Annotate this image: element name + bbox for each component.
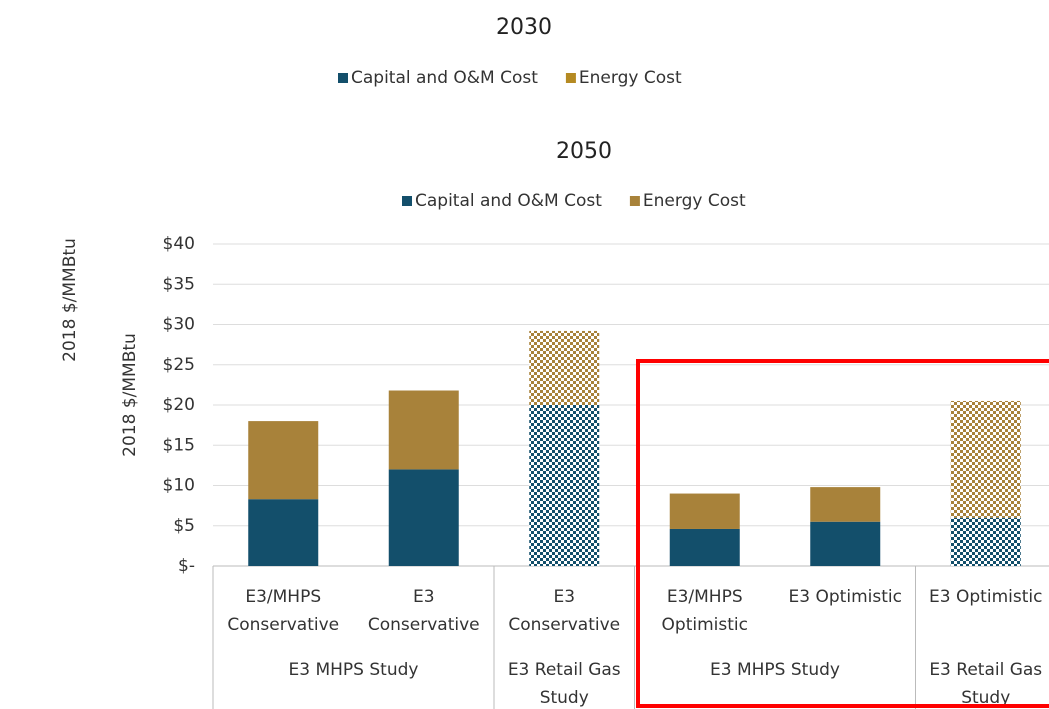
chart-title: 2030 [496, 15, 552, 40]
bar [248, 499, 319, 566]
y-tick-label: $10 [163, 476, 195, 496]
bar [669, 493, 740, 529]
group-label: E3 MHPS Study [710, 660, 840, 680]
legend-label: Energy Cost [643, 191, 746, 211]
bar [529, 405, 600, 566]
bar [950, 517, 1021, 566]
highlight-box [636, 359, 1049, 708]
legend-label: Energy Cost [579, 68, 682, 88]
legend-label: Capital and O&M Cost [415, 191, 602, 211]
bar [248, 421, 319, 500]
legend-label: Capital and O&M Cost [351, 68, 538, 88]
y-tick-label: $20 [163, 395, 195, 415]
legend-swatch [629, 196, 640, 206]
x-tick-label: E3 Conservative [508, 587, 620, 635]
y-axis-label: 2018 $/MMBtu [60, 238, 80, 362]
bar [388, 390, 459, 470]
y-tick-label: $40 [163, 234, 195, 254]
x-tick-label: E3/MHPS Optimistic [662, 587, 748, 635]
x-tick-label: E3 Optimistic [789, 587, 902, 607]
bar [388, 469, 459, 566]
x-tick-label: E3/MHPS Conservative [227, 587, 339, 635]
y-tick-label: $15 [163, 435, 195, 455]
legend-swatch [402, 196, 412, 206]
bar [529, 330, 600, 405]
y-axis-label: 2018 $/MMBtu [120, 333, 140, 457]
chart-title: 2050 [556, 139, 612, 164]
group-label: E3 Retail Gas Study [929, 660, 1042, 708]
bar [810, 487, 881, 522]
y-tick-label: $30 [163, 315, 195, 335]
y-tick-label: $35 [163, 274, 195, 294]
legend-swatch [565, 73, 576, 83]
bar [669, 528, 740, 566]
legend-swatch [338, 73, 348, 83]
x-tick-label: E3 Conservative [368, 587, 480, 635]
y-tick-label: $5 [173, 516, 195, 536]
bar [950, 400, 1021, 518]
x-tick-label: E3 Optimistic [929, 587, 1042, 607]
y-tick-label: $25 [163, 355, 195, 375]
group-label: E3 MHPS Study [289, 660, 419, 680]
plot: Capital and O&M Cost Energy Cost Capital a… [163, 68, 1049, 709]
group-label: E3 Retail Gas Study [508, 660, 621, 708]
bar [810, 521, 881, 566]
y-tick-label: $- [178, 556, 195, 576]
